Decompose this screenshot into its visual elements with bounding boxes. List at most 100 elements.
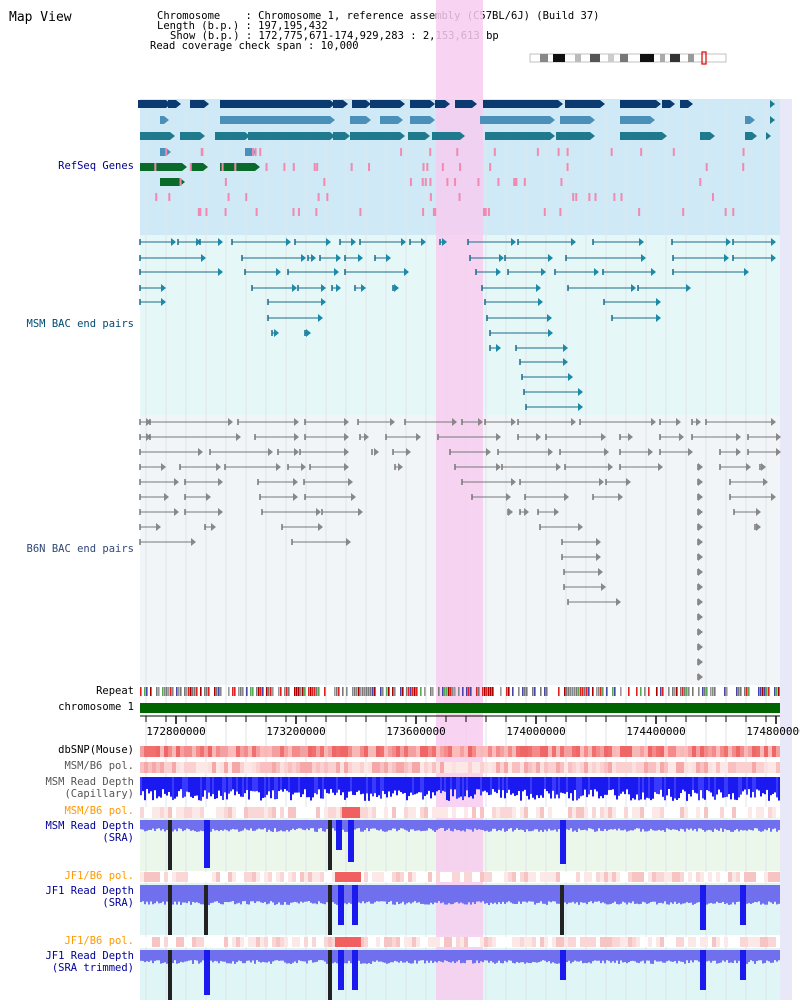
jf1-trim-depth xyxy=(382,950,384,963)
jf1-sra-depth xyxy=(592,885,594,904)
msm-sra-depth xyxy=(642,820,644,830)
msm-capillary-depth xyxy=(326,777,328,793)
repeat-element xyxy=(768,687,770,696)
msm-pol-cell xyxy=(396,762,400,773)
msm-capillary-depth xyxy=(510,777,512,795)
jf1-trim-depth xyxy=(214,950,216,961)
msm-pol-cell xyxy=(612,807,616,818)
jf1-pol-cell xyxy=(212,937,216,947)
msm-capillary-depth xyxy=(388,777,390,792)
msm-sra-depth xyxy=(610,820,612,830)
jf1-pol-cell xyxy=(252,937,256,947)
jf1-trim-depth xyxy=(430,950,432,961)
msm-sra-depth xyxy=(538,820,540,832)
repeat-element xyxy=(188,687,190,696)
jf1-trim-depth xyxy=(192,950,194,964)
msm-pol-label-2: MSM/B6 pol. xyxy=(64,805,134,817)
msm-sra-depth xyxy=(752,820,754,831)
repeat-element xyxy=(204,687,206,696)
jf1-trim-depth xyxy=(142,950,144,961)
msm-capillary-depth xyxy=(328,777,330,794)
refseq-transcript-mark xyxy=(711,193,714,201)
jf1-trim-depth xyxy=(550,950,552,964)
chromosome-ideogram[interactable] xyxy=(529,51,727,65)
jf1-pol-cell xyxy=(300,872,304,882)
jf1-trim-depth xyxy=(436,950,438,963)
msm-capillary-depth xyxy=(202,777,204,797)
msm-sra-depth xyxy=(450,820,452,831)
jf1-pol-cell xyxy=(184,937,188,947)
jf1-trim-depth xyxy=(440,950,442,962)
refseq-transcript-mark xyxy=(421,178,424,186)
jf1-pol-cell xyxy=(720,872,724,882)
jf1-pol-cell xyxy=(440,872,444,882)
refseq-gene xyxy=(245,148,252,156)
msm-sra-depth xyxy=(526,820,528,830)
msm-capillary-depth xyxy=(636,777,638,795)
jf1-trim-depth xyxy=(518,950,520,963)
msm-capillary-depth xyxy=(618,777,620,796)
jf1-pol-cell xyxy=(592,872,596,882)
repeat-element xyxy=(688,687,690,696)
msm-sra-depth xyxy=(630,820,632,831)
jf1-sra-depth xyxy=(706,885,708,905)
msm-capillary-depth xyxy=(342,777,344,793)
msm-capillary-depth xyxy=(444,777,446,792)
jf1-trim-depth xyxy=(346,950,348,964)
dbsnp-density-cell xyxy=(384,746,388,757)
jf1-pol-cell xyxy=(364,937,368,947)
dbsnp-density-cell xyxy=(296,746,300,757)
jf1-sra-depth xyxy=(514,885,516,904)
refseq-transcript-mark xyxy=(559,208,562,216)
msm-capillary-depth xyxy=(188,777,190,793)
jf1-trim-depth xyxy=(514,950,516,964)
msm-sra-depth xyxy=(332,820,334,829)
refseq-gene-arrow xyxy=(176,100,181,108)
jf1-pol-cell xyxy=(532,872,536,882)
jf1-sra-depth xyxy=(326,885,328,903)
msm-capillary-depth xyxy=(222,777,224,800)
msm-pol-cell xyxy=(760,762,764,773)
jf1-trim-depth xyxy=(434,950,436,962)
msm-capillary-depth xyxy=(266,777,268,795)
refseq-gene-arrow xyxy=(170,132,175,140)
jf1-pol-cell xyxy=(704,872,708,882)
jf1-sra-depth xyxy=(408,885,410,903)
dbsnp-density-cell xyxy=(172,746,176,757)
jf1-trim-depth xyxy=(628,950,630,963)
msm-sra-depth xyxy=(370,820,372,829)
msm-sra-depth xyxy=(230,820,232,830)
msm-capillary-depth xyxy=(554,777,556,799)
jf1-sra-depth xyxy=(264,885,266,903)
msm-sra-depth xyxy=(756,820,758,829)
jf1-trim-depth xyxy=(286,950,288,964)
msm-capillary-depth xyxy=(340,777,342,796)
msm-capillary-depth xyxy=(308,777,310,798)
msm-pol-cell xyxy=(316,762,320,773)
msm-capillary-depth xyxy=(438,777,440,791)
msm-sra-depth xyxy=(302,820,304,830)
jf1-sra-depth xyxy=(418,885,420,903)
chromosome-bar[interactable] xyxy=(140,703,780,713)
msm-pol-cell xyxy=(236,762,240,773)
msm-pol-cell xyxy=(168,762,172,773)
msm-capillary-depth xyxy=(482,777,484,792)
refseq-gene xyxy=(160,178,180,186)
jf1-pol-cell xyxy=(668,937,672,947)
jf1-pol-cell xyxy=(536,937,540,947)
b6n-bac-end xyxy=(698,598,703,606)
msm-sra-depth xyxy=(224,820,226,830)
msm-bac-end xyxy=(394,284,399,292)
msm-pol-cell xyxy=(328,762,332,773)
repeat-element xyxy=(454,687,456,696)
msm-sra-depth xyxy=(502,820,504,829)
jf1-pol-cell xyxy=(452,872,456,882)
jf1-sra-depth-peak xyxy=(204,885,208,935)
msm-pol-cell xyxy=(528,807,532,818)
repeat-element xyxy=(186,687,188,696)
jf1-sra-depth xyxy=(494,885,496,903)
msm-capillary-depth xyxy=(772,777,774,794)
jf1-sra-depth xyxy=(612,885,614,903)
msm-pol-cell xyxy=(552,762,556,773)
